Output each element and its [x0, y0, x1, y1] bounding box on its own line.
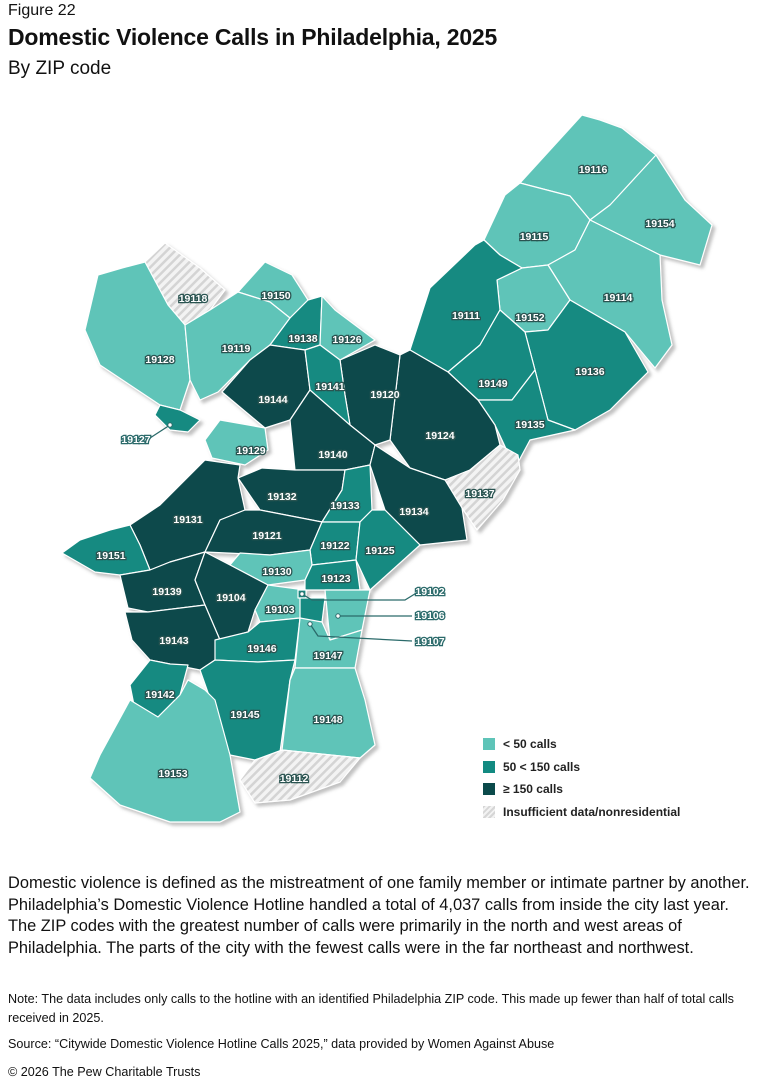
zip-label-19102: 19102 — [415, 586, 444, 598]
zip-label-19152: 19152 — [515, 312, 544, 324]
zip-region-19148 — [281, 667, 376, 759]
zip-label-19139: 19139 — [152, 586, 181, 598]
zip-label-19147: 19147 — [313, 650, 342, 662]
zip-label-19112: 19112 — [280, 773, 309, 785]
zip-region-19137 — [444, 444, 521, 531]
zip-code-map: 19116 19154 19115 19114 19152 19111 19136 19149… — [61, 114, 713, 823]
figure-label: Figure 22 — [8, 2, 76, 19]
zip-label-19144: 19144 — [258, 394, 287, 406]
zip-label-19149: 19149 — [478, 378, 507, 390]
zip-leader-dot-19107 — [307, 621, 313, 627]
zip-label-19121: 19121 — [252, 530, 281, 542]
zip-region-19130 — [229, 549, 313, 586]
zip-label-19104: 19104 — [216, 592, 245, 604]
copyright-text: © 2026 The Pew Charitable Trusts — [8, 1065, 201, 1079]
legend-item-high: ≥ 150 calls — [483, 778, 680, 801]
note-text: Note: The data includes only calls to th… — [8, 992, 734, 1025]
legend-swatch-high — [483, 783, 495, 796]
zip-label-19136: 19136 — [575, 366, 604, 378]
zip-label-19122: 19122 — [320, 540, 349, 552]
zip-label-19125: 19125 — [365, 545, 394, 557]
zip-leader-19107 — [309, 623, 413, 642]
zip-label-19120: 19120 — [370, 389, 399, 401]
zip-label-19146: 19146 — [247, 643, 276, 655]
legend-label-low: < 50 calls — [503, 737, 557, 752]
zip-label-19132: 19132 — [267, 491, 296, 503]
zip-label-19116: 19116 — [579, 164, 608, 176]
zip-label-19133: 19133 — [330, 500, 359, 512]
zip-leader-dot-19127 — [167, 422, 173, 428]
map-legend: < 50 calls 50 < 150 calls ≥ 150 calls In… — [483, 733, 680, 823]
legend-label-insufficient: Insufficient data/nonresidential — [503, 804, 681, 819]
zip-label-19114: 19114 — [604, 292, 633, 304]
zip-region-19129 — [204, 419, 269, 466]
zip-region-19126 — [319, 295, 376, 361]
zip-region-19106 — [324, 589, 371, 641]
zip-region-19112 — [239, 749, 361, 804]
zip-label-19130: 19130 — [262, 566, 291, 578]
zip-region-19153 — [89, 679, 241, 823]
zip-label-19138: 19138 — [288, 333, 317, 345]
chart-subtitle: By ZIP code — [8, 58, 112, 79]
zip-label-19128: 19128 — [145, 354, 174, 366]
legend-swatch-mid — [483, 760, 495, 773]
zip-label-19127: 19127 — [121, 434, 150, 446]
legend-swatch-low — [483, 738, 495, 751]
zip-label-19123: 19123 — [321, 573, 350, 585]
zip-leader-19102 — [301, 591, 419, 601]
source-text: Source: “Citywide Domestic Violence Hotl… — [8, 1037, 555, 1051]
legend-label-mid: 50 < 150 calls — [503, 759, 581, 774]
zip-label-19148: 19148 — [313, 714, 342, 726]
zip-leader-dot-19102 — [299, 591, 305, 597]
legend-label-high: ≥ 150 calls — [503, 782, 563, 797]
zip-label-19111: 19111 — [452, 310, 480, 322]
zip-region-19135 — [477, 369, 576, 469]
legend-item-low: < 50 calls — [483, 733, 680, 756]
zip-label-19151: 19151 — [96, 550, 125, 562]
zip-label-19135: 19135 — [515, 419, 544, 431]
zip-label-19153: 19153 — [158, 768, 187, 780]
zip-label-19119: 19119 — [222, 343, 251, 355]
zip-region-19123 — [304, 559, 361, 591]
chart-title: Domestic Violence Calls in Philadelphia,… — [8, 24, 498, 50]
legend-item-mid: 50 < 150 calls — [483, 756, 680, 779]
zip-region-19127 — [154, 404, 201, 433]
zip-label-19118: 19118 — [179, 293, 208, 305]
zip-label-19129: 19129 — [236, 445, 265, 457]
zip-label-19131: 19131 — [173, 514, 202, 526]
zip-label-19154: 19154 — [645, 218, 674, 230]
zip-label-19142: 19142 — [145, 689, 174, 701]
zip-label-19134: 19134 — [399, 506, 428, 518]
zip-label-19140: 19140 — [318, 449, 347, 461]
zip-label-19103: 19103 — [265, 604, 294, 616]
zip-label-19143: 19143 — [159, 635, 188, 647]
zip-label-19107: 19107 — [415, 636, 444, 648]
zip-leader-dot-19106 — [335, 613, 341, 619]
zip-label-19115: 19115 — [520, 231, 549, 243]
zip-leader-19127 — [149, 424, 171, 439]
legend-swatch-insufficient — [483, 805, 495, 818]
zip-label-19137: 19137 — [465, 488, 494, 500]
zip-label-19150: 19150 — [261, 290, 290, 302]
zip-label-19126: 19126 — [332, 334, 361, 346]
description-text: Domestic violence is defined as the mist… — [8, 874, 750, 957]
zip-label-19106: 19106 — [415, 610, 444, 622]
zip-label-19141: 19141 — [315, 381, 344, 393]
legend-item-insufficient: Insufficient data/nonresidential — [483, 801, 680, 824]
zip-label-19145: 19145 — [230, 709, 259, 721]
zip-label-19124: 19124 — [425, 430, 454, 442]
zip-region-19151 — [61, 524, 151, 576]
